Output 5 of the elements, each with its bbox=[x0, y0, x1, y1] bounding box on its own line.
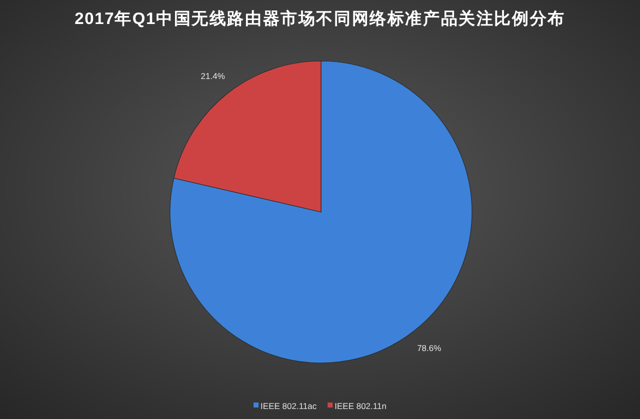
legend-label: IEEE 802.11n bbox=[334, 401, 386, 411]
data-label: 21.4% bbox=[200, 71, 225, 82]
legend-label: IEEE 802.11ac bbox=[260, 401, 317, 411]
chart-title: 2017年Q1中国无线路由器市场不同网络标准产品关注比例分布 bbox=[74, 10, 566, 28]
data-label: 78.6% bbox=[417, 342, 442, 353]
